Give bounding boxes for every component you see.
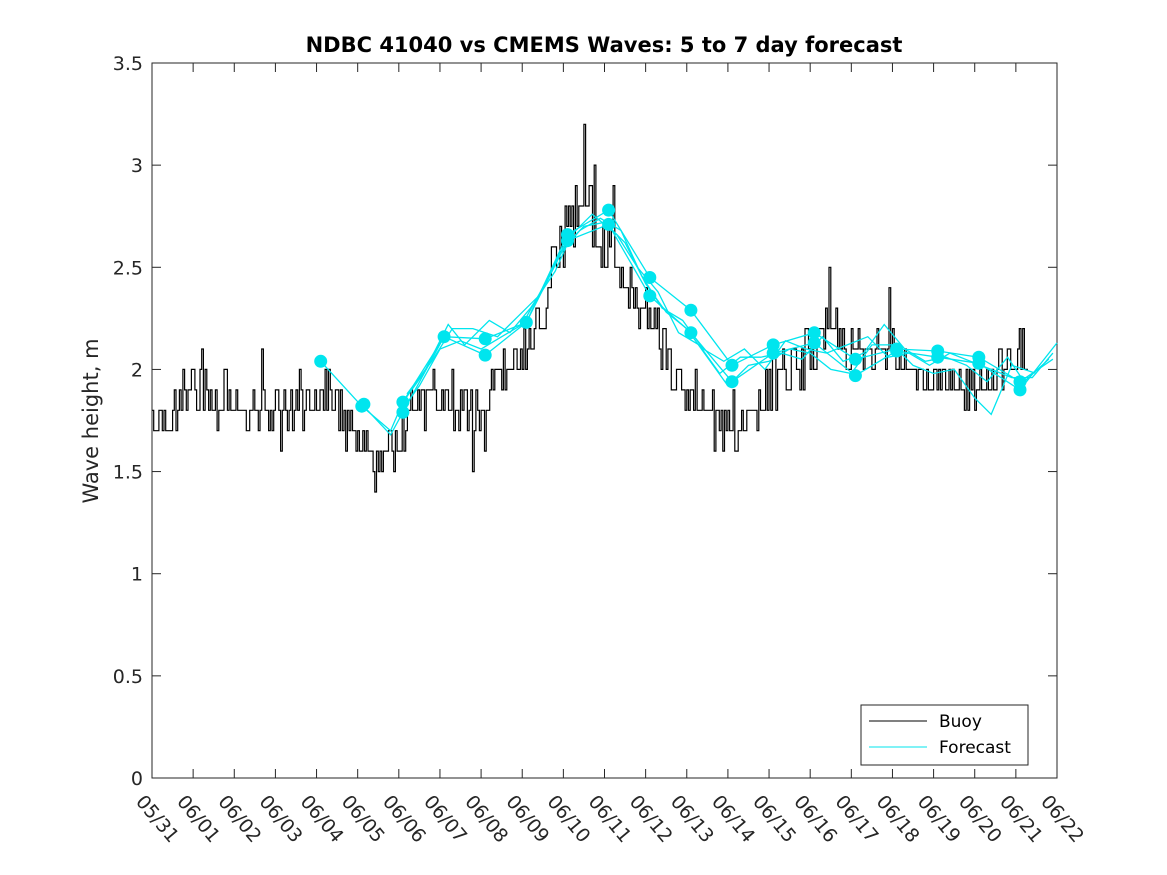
forecast-marker [807, 326, 821, 340]
forecast-marker [725, 358, 739, 372]
forecast-marker [519, 315, 533, 329]
legend-box [860, 704, 1029, 766]
forecast-marker [357, 397, 371, 411]
forecast-marker [602, 217, 616, 231]
y-tick-label: 3.5 [113, 53, 143, 75]
forecast-series-line [398, 221, 1037, 416]
forecast-marker [807, 336, 821, 350]
y-tick-label: 0.5 [113, 666, 143, 688]
y-tick-label: 1.5 [113, 462, 143, 484]
y-axis-label: Wave height, m [79, 338, 103, 503]
forecast-marker [684, 326, 698, 340]
forecast-marker [848, 369, 862, 383]
forecast-marker [848, 352, 862, 366]
forecast-series-line [406, 217, 1054, 395]
y-tick-label: 3 [131, 155, 143, 177]
forecast-marker [643, 271, 657, 284]
y-tick-label: 2.5 [113, 257, 143, 279]
buoy-series-line [152, 123, 1028, 493]
y-tick-label: 2 [131, 359, 143, 381]
forecast-marker [396, 395, 410, 409]
y-tick-label: 1 [131, 564, 143, 586]
forecast-marker [314, 354, 328, 368]
legend-buoy-label: Buoy [939, 712, 982, 732]
forecast-marker [890, 344, 904, 358]
forecast-marker [478, 332, 492, 346]
forecast-marker [1013, 383, 1027, 397]
forecast-marker [602, 203, 616, 217]
forecast-marker [437, 330, 451, 344]
forecast-marker [725, 375, 739, 389]
forecast-marker [478, 348, 492, 362]
forecast-marker [931, 350, 945, 364]
forecast-marker [972, 356, 986, 370]
legend: Buoy Forecast [860, 704, 1029, 766]
legend-forecast-label: Forecast [939, 738, 1011, 758]
forecast-marker [396, 405, 410, 419]
forecast-marker [643, 289, 657, 303]
forecast-marker [766, 346, 780, 360]
y-tick-label: 0 [131, 768, 143, 790]
forecast-marker [684, 303, 698, 317]
chart-title: NDBC 41040 vs CMEMS Waves: 5 to 7 day fo… [306, 33, 903, 57]
forecast-marker [561, 234, 574, 248]
